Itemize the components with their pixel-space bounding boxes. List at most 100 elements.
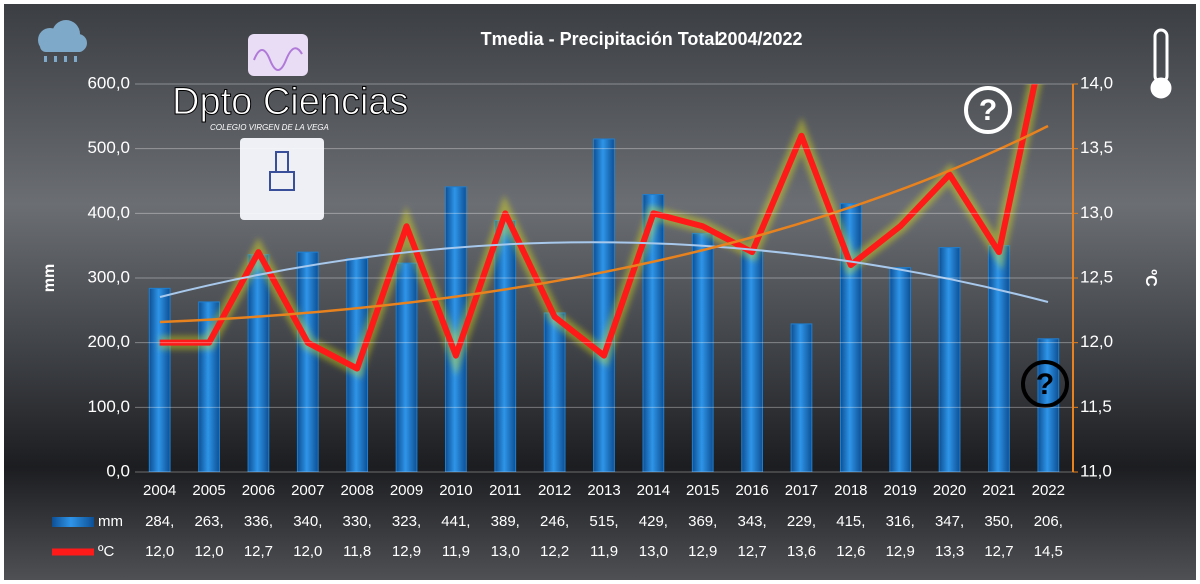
table-value: 330, (343, 513, 372, 530)
thermometer-icon (1150, 28, 1172, 99)
table-value: 340, (293, 513, 322, 530)
x-tick-label: 2005 (192, 482, 225, 499)
line (159, 84, 1038, 372)
school-crest (240, 138, 324, 220)
question-mark: ? (979, 94, 997, 127)
table-value: 13,6 (787, 543, 816, 560)
y-tick-label: 500,0 (87, 138, 130, 157)
bar (247, 254, 270, 472)
precipitation-trend (159, 241, 1049, 303)
table-value: 350, (984, 513, 1013, 530)
table-value: 11,8 (343, 543, 371, 560)
table-value: 12,9 (392, 543, 421, 560)
bar (790, 323, 813, 472)
table-value: 263, (194, 513, 223, 530)
bar (494, 219, 517, 472)
y-axis-title: mm (41, 264, 58, 292)
table-value: 13,0 (491, 543, 520, 560)
legend-label: mm (98, 513, 123, 530)
question-icon: ? (964, 86, 1012, 134)
bar (148, 287, 171, 472)
table-value: 13,0 (639, 543, 668, 560)
x-tick-label: 2008 (340, 482, 373, 499)
x-tick-label: 2006 (242, 482, 275, 499)
y2-tick-label: 12,0 (1080, 332, 1113, 351)
table-value: 429, (639, 513, 668, 530)
table-value: 336, (244, 513, 273, 530)
chart-period: 2004/2022 (717, 29, 802, 49)
y-tick-label: 400,0 (87, 203, 130, 222)
bar (395, 262, 418, 472)
y-tick-label: 0,0 (106, 461, 130, 480)
y-tick-label: 100,0 (87, 397, 130, 416)
y-tick-label: 200,0 (87, 332, 130, 351)
x-tick-label: 2016 (735, 482, 768, 499)
x-tick-label: 2011 (489, 482, 521, 499)
y2-tick-label: 13,0 (1080, 203, 1113, 222)
bar (543, 312, 566, 472)
table-value: 14,5 (1034, 543, 1063, 560)
bar (741, 249, 763, 472)
bar (938, 247, 961, 472)
bar (988, 245, 1010, 472)
x-tick-label: 2015 (686, 482, 719, 499)
x-tick-label: 2004 (143, 482, 176, 499)
table-value: 12,7 (984, 543, 1013, 560)
table-value: 229, (787, 513, 816, 530)
table-value: 12,6 (836, 543, 865, 560)
table-value: 13,3 (935, 543, 964, 560)
table-value: 415, (836, 513, 865, 530)
x-tick-label: 2022 (1032, 482, 1065, 499)
x-tick-label: 2007 (291, 482, 324, 499)
x-tick-label: 2018 (834, 482, 867, 499)
table-value: 316, (886, 513, 915, 530)
x-tick-label: 2017 (785, 482, 818, 499)
table-value: 12,0 (293, 543, 322, 560)
legend-label: ºC (98, 543, 114, 560)
x-tick-label: 2012 (538, 482, 571, 499)
bar (691, 232, 714, 472)
table-value: 369, (688, 513, 717, 530)
table-value: 206, (1034, 513, 1063, 530)
x-tick-label: 2010 (439, 482, 472, 499)
logo-icon (248, 34, 308, 76)
table-value: 12,0 (194, 543, 223, 560)
table-value: 343, (738, 513, 767, 530)
table-value: 389, (491, 513, 520, 530)
bar (889, 267, 912, 472)
table-value: 515, (589, 513, 618, 530)
table-value: 347, (935, 513, 964, 530)
y2-axis-title: ºC (1142, 269, 1159, 287)
bar (296, 251, 319, 472)
question-mark: ? (1036, 368, 1054, 401)
table-value: 11,9 (442, 543, 470, 560)
chart-title: Tmedia - Precipitación Total (481, 29, 720, 49)
logo-wave (253, 47, 303, 71)
table-value: 12,9 (886, 543, 915, 560)
table-value: 12,0 (145, 543, 174, 560)
temperature-trend (159, 124, 1049, 324)
table-value: 441, (441, 513, 470, 530)
table-value: 11,9 (590, 543, 618, 560)
bar (593, 138, 615, 472)
y-tick-label: 300,0 (87, 267, 130, 286)
table-value: 246, (540, 513, 569, 530)
y2-tick-label: 13,5 (1080, 138, 1113, 157)
legend-swatch (52, 517, 94, 527)
table-value: 12,7 (244, 543, 273, 560)
plot-area (148, 84, 1060, 472)
table-value: 284, (145, 513, 174, 530)
rain-icon (38, 20, 87, 62)
y2-tick-label: 14,0 (1080, 73, 1113, 92)
x-tick-label: 2019 (884, 482, 917, 499)
x-tick-label: 2013 (587, 482, 620, 499)
table-value: 12,9 (688, 543, 717, 560)
x-tick-label: 2009 (390, 482, 423, 499)
y2-tick-label: 12,5 (1080, 267, 1113, 286)
x-tick-label: 2014 (637, 482, 670, 499)
table-value: 323, (392, 513, 421, 530)
crest-figure (269, 151, 295, 191)
logo-subtitle: COLEGIO VIRGEN DE LA VEGA (210, 123, 329, 132)
